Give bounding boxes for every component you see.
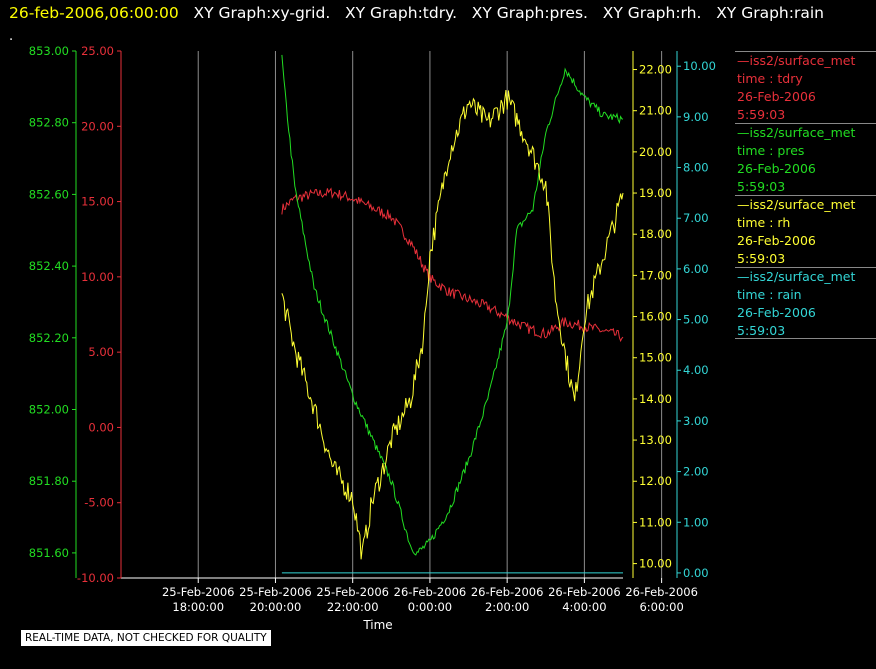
x-tick-label-time: 22:00:00 (327, 600, 379, 614)
y-tick-label-tdry: -5.00 (84, 496, 114, 510)
legend-date: 26-Feb-2006 (737, 233, 816, 248)
x-axis-label: Time (362, 618, 392, 632)
y-tick-label-pres: 852.20 (29, 331, 69, 345)
graph-name-pres: XY Graph:pres. (471, 4, 588, 22)
y-tick-label-rain: 3.00 (683, 414, 709, 428)
y-tick-label-pres: 852.80 (29, 116, 69, 130)
y-tick-label-rain: 1.00 (683, 515, 709, 529)
legend-date: 26-Feb-2006 (737, 89, 816, 104)
y-tick-label-tdry: -10.00 (77, 571, 114, 585)
y-tick-label-rh: 17.00 (639, 268, 672, 282)
x-tick-label-time: 6:00:00 (639, 600, 683, 614)
y-tick-label-pres: 853.00 (29, 44, 69, 58)
graph-name-rh: XY Graph:rh. (602, 4, 702, 22)
y-tick-label-rain: 8.00 (683, 161, 709, 175)
legend-time: 5:59:03 (737, 251, 786, 266)
graph-name-tdry: XY Graph:tdry. (345, 4, 457, 22)
legend-date: 26-Feb-2006 (737, 305, 816, 320)
y-tick-label-rh: 19.00 (639, 186, 672, 200)
graph-name-xy-grid: XY Graph:xy-grid. (193, 4, 331, 22)
graph-name-rain: XY Graph:rain (716, 4, 824, 22)
axes: 25-Feb-200618:00:0025-Feb-200620:00:0025… (29, 44, 716, 614)
y-tick-label-rh: 16.00 (639, 310, 672, 324)
timestamp: 26-feb-2006,06:00:00 (9, 4, 179, 22)
legend-variable: time : pres (737, 143, 805, 158)
x-tick-label-date: 26-Feb-2006 (625, 585, 698, 599)
title-bar: 26-feb-2006,06:00:00 XY Graph:xy-grid. X… (0, 0, 876, 28)
y-tick-label-tdry: 15.00 (81, 195, 114, 209)
legend-variable: time : rain (737, 287, 802, 302)
y-tick-label-rain: 6.00 (683, 262, 709, 276)
quality-notice: REAL-TIME DATA, NOT CHECKED FOR QUALITY (20, 629, 272, 647)
x-tick-label-time: 2:00:00 (485, 600, 529, 614)
y-tick-label-tdry: 25.00 (81, 44, 114, 58)
y-tick-label-rh: 14.00 (639, 392, 672, 406)
y-tick-label-pres: 851.80 (29, 474, 69, 488)
y-tick-label-tdry: 0.00 (88, 420, 114, 434)
legend-variable: time : tdry (737, 71, 803, 86)
x-tick-label-time: 0:00:00 (408, 600, 452, 614)
legend-source: —iss2/surface_met (737, 269, 856, 284)
x-tick-label-time: 20:00:00 (250, 600, 302, 614)
legend: —iss2/surface_met time : tdry 26-Feb-200… (735, 51, 876, 339)
y-tick-label-pres: 851.60 (29, 546, 69, 560)
y-tick-label-rh: 20.00 (639, 145, 672, 159)
series-lines (281, 54, 624, 574)
legend-entry-rain[interactable]: —iss2/surface_met time : rain 26-Feb-200… (735, 267, 876, 339)
y-tick-label-rain: 10.00 (683, 59, 716, 73)
legend-source: —iss2/surface_met (737, 197, 856, 212)
y-tick-label-rain: 7.00 (683, 211, 709, 225)
y-tick-label-rh: 15.00 (639, 351, 672, 365)
y-tick-label-rain: 4.00 (683, 363, 709, 377)
y-tick-label-rain: 2.00 (683, 465, 709, 479)
y-tick-label-pres: 852.60 (29, 187, 69, 201)
y-tick-label-rain: 0.00 (683, 566, 709, 580)
y-tick-label-rh: 21.00 (639, 104, 672, 118)
y-tick-label-rain: 5.00 (683, 313, 709, 327)
x-tick-label-time: 4:00:00 (562, 600, 606, 614)
x-tick-label-date: 26-Feb-2006 (548, 585, 621, 599)
legend-time: 5:59:03 (737, 107, 786, 122)
x-tick-label-date: 25-Feb-2006 (162, 585, 235, 599)
grid (197, 51, 663, 578)
y-tick-label-pres: 852.00 (29, 403, 69, 417)
y-tick-label-tdry: 10.00 (81, 270, 114, 284)
x-tick-label-date: 25-Feb-2006 (239, 585, 312, 599)
legend-entry-pres[interactable]: —iss2/surface_met time : pres 26-Feb-200… (735, 123, 876, 195)
legend-variable: time : rh (737, 215, 791, 230)
x-tick-label-date: 26-Feb-2006 (394, 585, 467, 599)
x-tick-label-date: 25-Feb-2006 (316, 585, 389, 599)
y-tick-label-rh: 22.00 (639, 63, 672, 77)
y-tick-label-rh: 13.00 (639, 433, 672, 447)
legend-date: 26-Feb-2006 (737, 161, 816, 176)
y-tick-label-rh: 10.00 (639, 557, 672, 571)
series-pres (281, 54, 624, 556)
y-tick-label-rain: 9.00 (683, 110, 709, 124)
legend-source: —iss2/surface_met (737, 125, 856, 140)
y-tick-label-pres: 852.40 (29, 259, 69, 273)
y-tick-label-tdry: 20.00 (81, 119, 114, 133)
series-rh (281, 89, 624, 560)
legend-time: 5:59:03 (737, 179, 786, 194)
y-tick-label-tdry: 5.00 (88, 345, 114, 359)
legend-time: 5:59:03 (737, 323, 786, 338)
legend-entry-rh[interactable]: —iss2/surface_met time : rh 26-Feb-2006 … (735, 195, 876, 267)
y-tick-label-rh: 12.00 (639, 474, 672, 488)
x-tick-label-date: 26-Feb-2006 (471, 585, 544, 599)
status-dot: . (9, 29, 14, 44)
legend-entry-tdry[interactable]: —iss2/surface_met time : tdry 26-Feb-200… (735, 51, 876, 123)
x-tick-label-time: 18:00:00 (172, 600, 224, 614)
y-tick-label-rh: 11.00 (639, 515, 672, 529)
y-tick-label-rh: 18.00 (639, 227, 672, 241)
legend-source: —iss2/surface_met (737, 53, 856, 68)
series-tdry (281, 187, 624, 343)
